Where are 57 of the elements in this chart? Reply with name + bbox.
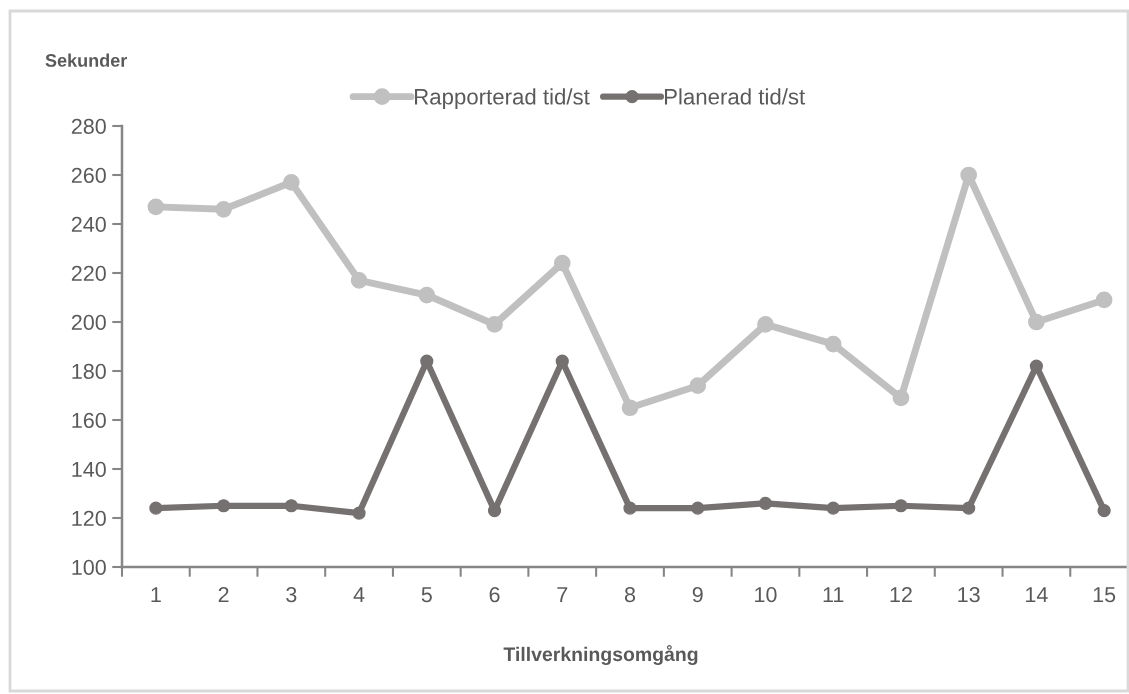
point [826, 501, 840, 515]
point [487, 504, 502, 518]
x-tick-label: 6 [489, 587, 500, 603]
y-tick-label: 220 [71, 265, 106, 282]
y-tick-label: 240 [71, 216, 106, 233]
x-tick-label: 13 [958, 587, 980, 603]
x-axis-title: Tillverkningsomgång [503, 644, 698, 666]
x-tick-label: 10 [755, 587, 777, 603]
point [1028, 313, 1045, 331]
y-axis-title: Sekunder [45, 53, 128, 67]
point [892, 389, 910, 407]
point [284, 499, 298, 513]
y-tick-label: 160 [72, 412, 106, 429]
y-tick-label: 140 [72, 461, 106, 478]
x-tick-label: 1 [151, 587, 161, 603]
point [1095, 291, 1113, 309]
point [149, 501, 163, 515]
legend-label: Planerad tid/st [664, 88, 806, 105]
y-tick-label: 260 [71, 167, 106, 184]
point [350, 272, 368, 289]
x-tick-label: 12 [890, 587, 912, 603]
y-tick-label: 200 [71, 314, 106, 331]
point [147, 198, 165, 216]
point [282, 174, 300, 191]
x-tick-label: 3 [286, 587, 297, 603]
y-tick-label: 100 [72, 559, 106, 576]
point [217, 499, 231, 513]
point [757, 316, 774, 333]
point [555, 354, 569, 368]
point [553, 254, 571, 272]
point [486, 316, 503, 333]
point [420, 354, 434, 368]
point [758, 496, 773, 510]
x-tick-label: 14 [1026, 587, 1048, 603]
x-tick-label: 8 [624, 587, 636, 603]
x-tick-label: 9 [692, 587, 703, 603]
x-tick-label: 7 [557, 587, 568, 603]
x-tick-label: 4 [353, 587, 365, 603]
x-tick-label: 15 [1093, 587, 1116, 603]
point [623, 501, 637, 515]
point [689, 377, 707, 395]
x-tick-label: 2 [218, 587, 229, 603]
point [215, 200, 232, 218]
point [352, 506, 366, 520]
y-tick-label: 280 [71, 118, 106, 135]
point [824, 335, 842, 353]
legend-label: Rapporterad tid/st [415, 88, 590, 110]
point [894, 499, 908, 513]
y-tick-label: 120 [72, 510, 106, 527]
point [621, 399, 639, 417]
point [691, 501, 705, 515]
point [1097, 504, 1111, 518]
point [418, 286, 436, 304]
x-tick-label: 11 [823, 587, 844, 603]
point [962, 501, 976, 515]
x-tick-label: 5 [421, 587, 432, 603]
y-tick-label: 180 [72, 363, 106, 380]
